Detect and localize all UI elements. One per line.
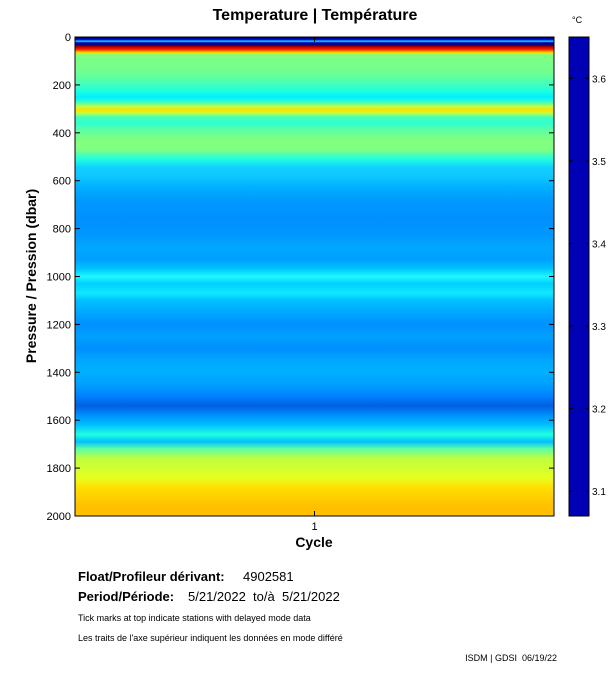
- note-french: Les traits de l'axe supérieur indiquent …: [78, 633, 343, 643]
- colorbar: [568, 36, 590, 517]
- float-label: Float/Profileur dérivant:: [78, 569, 225, 584]
- x-tick-label: 1: [311, 521, 317, 533]
- period-value: 5/21/2022 to/à 5/21/2022: [188, 589, 340, 604]
- y-tick-label: 0: [65, 32, 71, 44]
- y-axis-ticks: 0 200 400 600 800 1000 1200 1400 1600 1800 2000: [47, 32, 554, 523]
- colorbar-tick-label: 3.5: [592, 157, 606, 168]
- chart-title: Temperature | Température: [212, 7, 418, 24]
- note-english: Tick marks at top indicate stations with…: [78, 613, 311, 623]
- y-tick-label: 200: [53, 80, 71, 92]
- y-tick-label: 1800: [47, 463, 71, 475]
- x-axis-ticks: 1: [311, 37, 318, 533]
- y-tick-label: 600: [53, 176, 71, 188]
- float-value: 4902581: [243, 569, 294, 584]
- credit-line: ISDM | GDSI 06/19/22: [465, 653, 557, 663]
- y-tick-label: 1000: [47, 272, 71, 284]
- colorbar-tick-label: 3.6: [592, 74, 606, 85]
- x-axis-label: Cycle: [295, 534, 333, 550]
- colorbar-tick-label: 3.4: [592, 239, 606, 250]
- heatmap-profile: [75, 37, 554, 516]
- colorbar-tick-label: 3.2: [592, 405, 606, 416]
- y-tick-label: 2000: [47, 511, 71, 523]
- y-tick-label: 800: [53, 224, 71, 236]
- period-label: Period/Période:: [78, 589, 175, 604]
- y-tick-label: 1400: [47, 367, 71, 379]
- colorbar-tick-label: 3.1: [592, 487, 606, 498]
- colorbar-tick-label: 3.3: [592, 322, 606, 333]
- y-tick-label: 1200: [47, 319, 71, 331]
- colorbar-unit: °C: [572, 15, 583, 25]
- colorbar-ticks: 3.1 3.2 3.3 3.4 3.5 3.6: [569, 74, 606, 498]
- y-tick-label: 400: [53, 128, 71, 140]
- y-axis-label: Pressure / Pression (dbar): [23, 188, 39, 364]
- y-tick-label: 1600: [47, 415, 71, 427]
